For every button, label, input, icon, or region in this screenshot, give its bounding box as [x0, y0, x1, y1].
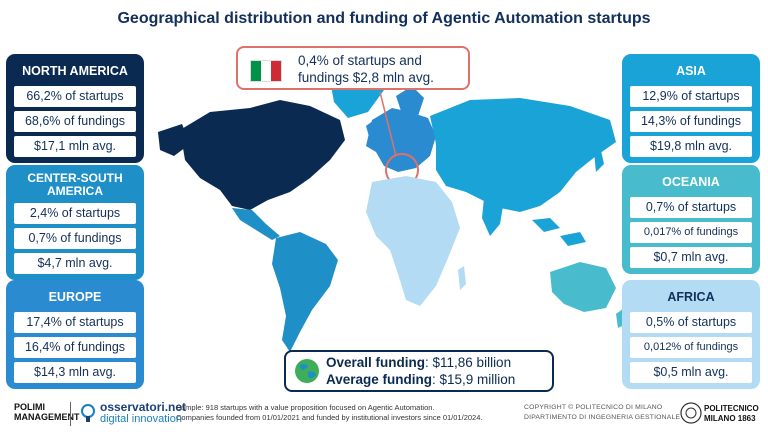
footer: POLIMI MANAGEMENT osservatori.net digita… [0, 398, 768, 432]
globe-icon [295, 359, 319, 383]
italy-callout-text: 0,4% of startups and fundings $2,8 mln a… [298, 52, 434, 86]
panel-oceania: OCEANIA 0,7% of startups 0,017% of fundi… [622, 165, 760, 274]
politecnico-line2: MILANO 1863 [704, 414, 756, 423]
overall-funding-line: Overall funding: $11,86 billion [326, 355, 511, 370]
panel-north-america: NORTH AMERICA 66,2% of startups 68,6% of… [6, 54, 144, 163]
region-title: EUROPE [48, 289, 102, 304]
average-funding-label: Average funding [326, 372, 433, 387]
region-title: CENTER-SOUTH AMERICA [27, 170, 123, 198]
average-funding: $0,5 mln avg. [630, 362, 752, 383]
italy-flag-icon [250, 60, 282, 82]
polimi-logo: POLIMI MANAGEMENT [14, 402, 80, 422]
fundings-share: 16,4% of fundings [14, 337, 136, 358]
fundings-share: 0,7% of fundings [14, 228, 136, 249]
africa-shape [366, 176, 460, 306]
startups-share: 66,2% of startups [14, 86, 136, 107]
fundings-share: 0,012% of fundings [630, 337, 752, 358]
panel-europe: EUROPE 17,4% of startups 16,4% of fundin… [6, 280, 144, 389]
sample-note-line2: Companies founded from 01/01/2021 and fu… [176, 413, 483, 422]
polimi-logo-line1: POLIMI [14, 402, 45, 412]
average-funding: $4,7 mln avg. [14, 253, 136, 274]
startups-share: 0,5% of startups [630, 312, 752, 333]
page-title: Geographical distribution and funding of… [117, 10, 651, 27]
asia-shape [430, 98, 616, 212]
panel-africa: AFRICA 0,5% of startups 0,012% of fundin… [622, 280, 760, 389]
divider [70, 402, 71, 426]
south-america-shape [272, 232, 338, 352]
fundings-share: 14,3% of fundings [630, 111, 752, 132]
osservatori-logo: osservatori.net digital innovation [100, 401, 186, 425]
panel-center-south-america: CENTER-SOUTH AMERICA 2,4% of startups 0,… [6, 165, 144, 280]
politecnico-seal-icon [680, 402, 702, 424]
world-map [158, 74, 626, 352]
politecnico-logo: POLITECNICO MILANO 1863 [704, 404, 759, 424]
startups-share: 0,7% of startups [630, 197, 752, 218]
startups-share: 12,9% of startups [630, 86, 752, 107]
copyright-note: COPYRIGHT © POLITECNICO DI MILANO DIPART… [524, 403, 680, 423]
average-funding: $0,7 mln avg. [630, 247, 752, 268]
oceania-shape [550, 262, 616, 312]
startups-share: 2,4% of startups [14, 203, 136, 224]
osservatori-logo-icon [81, 404, 95, 422]
overall-funding-label: Overall funding [326, 355, 426, 370]
fundings-share: 68,6% of fundings [14, 111, 136, 132]
panel-asia: ASIA 12,9% of startups 14,3% of fundings… [622, 54, 760, 163]
italy-callout-line2: fundings $2,8 mln avg. [298, 70, 434, 85]
average-funding-line: Average funding: $15,9 million [326, 372, 515, 387]
fundings-share: 0,017% of fundings [630, 222, 752, 243]
italy-callout: 0,4% of startups and fundings $2,8 mln a… [236, 46, 470, 90]
overall-funding-value: : $11,86 billion [425, 355, 512, 370]
osservatori-logo-line1: osservatori.net [100, 400, 187, 414]
polimi-logo-line2: MANAGEMENT [14, 412, 80, 422]
sample-note: Sample: 918 startups with a value propos… [176, 403, 482, 423]
region-title: NORTH AMERICA [22, 63, 128, 78]
overall-funding-box: Overall funding: $11,86 billion Average … [284, 350, 554, 392]
average-funding: $19,8 mln avg. [630, 136, 752, 157]
region-title: OCEANIA [662, 174, 720, 189]
average-funding: $17,1 mln avg. [14, 136, 136, 157]
region-title: ASIA [676, 63, 706, 78]
copyright-line1: COPYRIGHT © POLITECNICO DI MILANO [524, 404, 663, 411]
sample-note-line1: Sample: 918 startups with a value propos… [176, 403, 435, 412]
average-funding-value: : $15,9 million [432, 372, 516, 387]
startups-share: 17,4% of startups [14, 312, 136, 333]
politecnico-line1: POLITECNICO [704, 404, 759, 413]
copyright-line2: DIPARTIMENTO DI INGEGNERIA GESTIONALE [524, 414, 681, 421]
average-funding: $14,3 mln avg. [14, 362, 136, 383]
osservatori-logo-line2: digital innovation [100, 413, 182, 425]
europe-shape [366, 108, 436, 172]
north-america-shape [180, 100, 345, 210]
italy-callout-line1: 0,4% of startups and [298, 53, 422, 68]
region-title: AFRICA [667, 289, 715, 304]
